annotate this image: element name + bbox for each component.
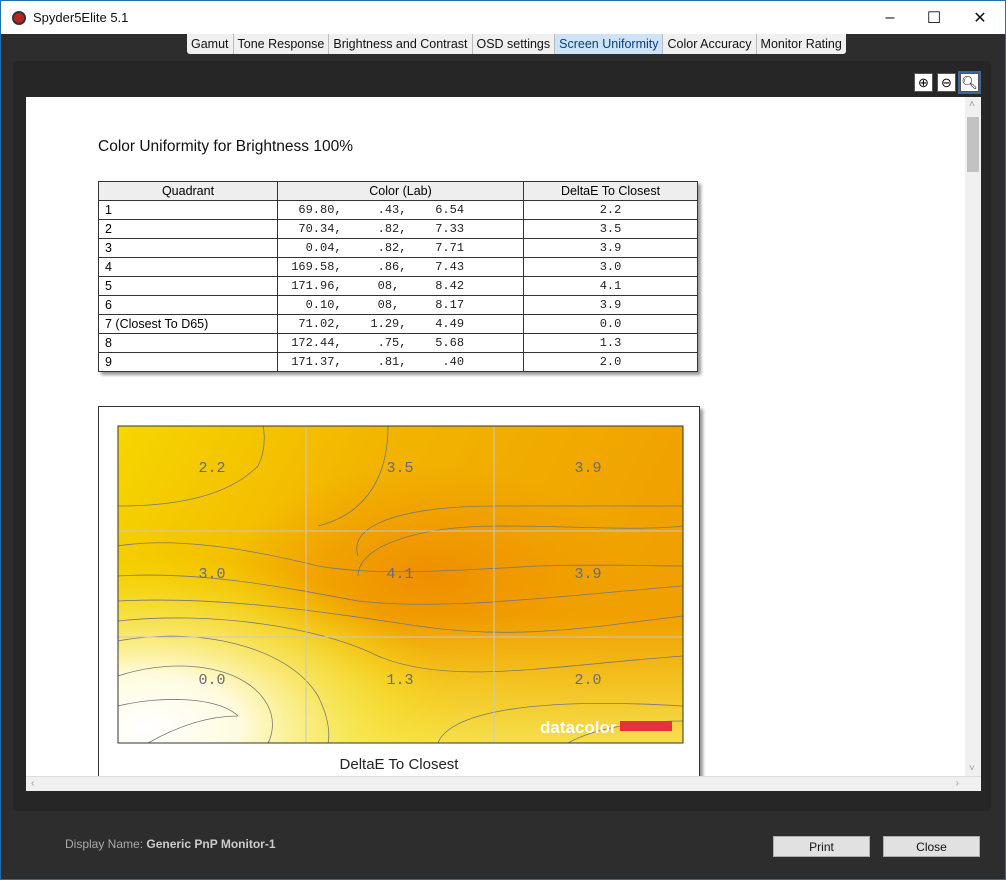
table-row: 8 172.44, .75, 5.68 1.3 — [98, 333, 698, 353]
column-header: Quadrant — [98, 181, 278, 201]
title-bar: Spyder5Elite 5.1 – ☐ ✕ — [1, 1, 1005, 34]
column-header: DeltaE To Closest — [523, 181, 698, 201]
delta-e-cell: 1.3 — [523, 333, 698, 353]
spyder-app-icon — [12, 10, 26, 25]
quadrant-cell: 7 (Closest To D65) — [98, 314, 278, 334]
uniformity-table: Quadrant Color (Lab) DeltaE To Closest 1… — [98, 181, 698, 372]
tab-osd-settings[interactable]: OSD settings — [473, 34, 556, 54]
report-tabs: Gamut Tone Response Brightness and Contr… — [187, 34, 846, 54]
grid-lines — [118, 426, 683, 743]
tab-screen-uniformity[interactable]: Screen Uniformity — [555, 34, 664, 54]
lab-cell: 169.58, .86, 7.43 — [277, 257, 524, 277]
lab-cell: 69.80, .43, 6.54 — [277, 200, 524, 220]
quadrant-cell: 6 — [98, 295, 278, 315]
datacolor-logo-bar — [620, 721, 672, 731]
lab-cell: 0.04, .82, 7.71 — [277, 238, 524, 258]
display-name-label: Display Name: — [65, 837, 144, 851]
quadrant-cell: 5 — [98, 276, 278, 296]
table-row: 5 171.96, 08, 8.42 4.1 — [98, 276, 698, 296]
quadrant-cell: 9 — [98, 352, 278, 372]
lab-cell: 172.44, .75, 5.68 — [277, 333, 524, 353]
display-name-value: Generic PnP Monitor-1 — [146, 837, 276, 851]
quadrant-value-label: 3.9 — [574, 460, 601, 477]
tab-gamut[interactable]: Gamut — [187, 34, 234, 54]
delta-e-cell: 3.5 — [523, 219, 698, 239]
quadrant-cell: 1 — [98, 200, 278, 220]
window-title: Spyder5Elite 5.1 — [33, 10, 129, 25]
quadrant-cell: 8 — [98, 333, 278, 353]
minimize-button[interactable]: – — [885, 8, 895, 26]
maximize-button[interactable]: ☐ — [926, 9, 942, 27]
table-row: 3 0.04, .82, 7.71 3.9 — [98, 238, 698, 258]
tab-tone-response[interactable]: Tone Response — [234, 34, 330, 54]
report-view: Color Uniformity for Brightness 100% Qua… — [26, 97, 981, 791]
delta-e-cell: 2.2 — [523, 200, 698, 220]
zoom-fit-icon[interactable]: 🔍︎ — [958, 71, 981, 94]
delta-e-cell: 3.0 — [523, 257, 698, 277]
delta-e-cell: 4.1 — [523, 276, 698, 296]
zoom-out-icon[interactable]: ⊖ — [937, 73, 956, 92]
tab-color-accuracy[interactable]: Color Accuracy — [663, 34, 757, 54]
zoom-in-icon[interactable]: ⊕ — [914, 73, 933, 92]
table-row: 6 0.10, 08, 8.17 3.9 — [98, 295, 698, 315]
table-row: 1 69.80, .43, 6.54 2.2 — [98, 200, 698, 220]
display-name: Display Name: Generic PnP Monitor-1 — [65, 837, 276, 851]
contour-lines — [117, 425, 684, 744]
quadrant-value-label: 3.0 — [198, 566, 225, 583]
vertical-scroll-thumb[interactable] — [967, 117, 979, 172]
quadrant-cell: 3 — [98, 238, 278, 258]
contour-plot: 2.2 3.5 3.9 3.0 4.1 3.9 0.0 1.3 2.0 datacolor — [117, 425, 684, 744]
table-row: 7 (Closest To D65) 71.02, 1.29, 4.49 0.0 — [98, 314, 698, 334]
quadrant-value-label: 0.0 — [198, 672, 225, 689]
table-row: 9 171.37, .81, .40 2.0 — [98, 352, 698, 372]
quadrant-value-label: 3.9 — [574, 566, 601, 583]
lab-cell: 171.96, 08, 8.42 — [277, 276, 524, 296]
chart-caption: DeltaE To Closest — [339, 756, 459, 773]
table-row: 4 169.58, .86, 7.43 3.0 — [98, 257, 698, 277]
column-header: Color (Lab) — [277, 181, 524, 201]
horizontal-scrollbar[interactable]: ‹ › — [26, 776, 981, 791]
delta-e-cell: 3.9 — [523, 238, 698, 258]
delta-e-cell: 2.0 — [523, 352, 698, 372]
quadrant-value-label: 1.3 — [386, 672, 413, 689]
report-title: Color Uniformity for Brightness 100% — [98, 138, 353, 155]
lab-cell: 71.02, 1.29, 4.49 — [277, 314, 524, 334]
close-button[interactable]: Close — [883, 836, 980, 857]
quadrant-value-label: 4.1 — [386, 566, 413, 583]
lab-cell: 0.10, 08, 8.17 — [277, 295, 524, 315]
quadrant-cell: 2 — [98, 219, 278, 239]
close-window-button[interactable]: ✕ — [973, 9, 987, 27]
quadrant-cell: 4 — [98, 257, 278, 277]
quadrant-value-label: 2.2 — [198, 460, 225, 477]
datacolor-logo: datacolor — [540, 718, 617, 737]
print-button[interactable]: Print — [773, 836, 870, 857]
lab-cell: 70.34, .82, 7.33 — [277, 219, 524, 239]
tab-brightness-contrast[interactable]: Brightness and Contrast — [329, 34, 473, 54]
quadrant-value-label: 2.0 — [574, 672, 601, 689]
lab-cell: 171.37, .81, .40 — [277, 352, 524, 372]
tab-monitor-rating[interactable]: Monitor Rating — [760, 37, 842, 51]
table-row: 2 70.34, .82, 7.33 3.5 — [98, 219, 698, 239]
delta-e-cell: 0.0 — [523, 314, 698, 334]
vertical-scrollbar[interactable]: ˄ ˅ — [965, 97, 981, 776]
uniformity-chart: 2.2 3.5 3.9 3.0 4.1 3.9 0.0 1.3 2.0 datacolor De… — [98, 406, 700, 791]
delta-e-cell: 3.9 — [523, 295, 698, 315]
quadrant-value-label: 3.5 — [386, 460, 413, 477]
